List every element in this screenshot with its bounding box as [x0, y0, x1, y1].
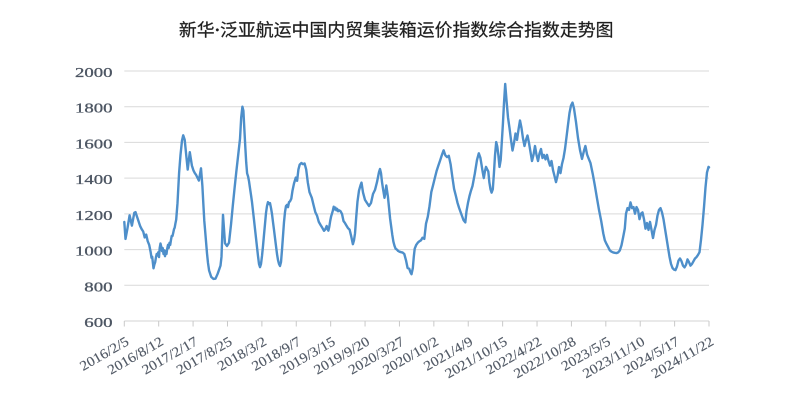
svg-text:1200: 1200: [75, 209, 113, 224]
svg-text:800: 800: [84, 280, 112, 295]
svg-text:2000: 2000: [75, 66, 113, 81]
svg-text:1600: 1600: [75, 137, 113, 152]
svg-text:1800: 1800: [75, 102, 113, 117]
svg-text:1400: 1400: [75, 173, 113, 188]
svg-text:600: 600: [84, 316, 112, 331]
svg-text:1000: 1000: [75, 245, 113, 260]
